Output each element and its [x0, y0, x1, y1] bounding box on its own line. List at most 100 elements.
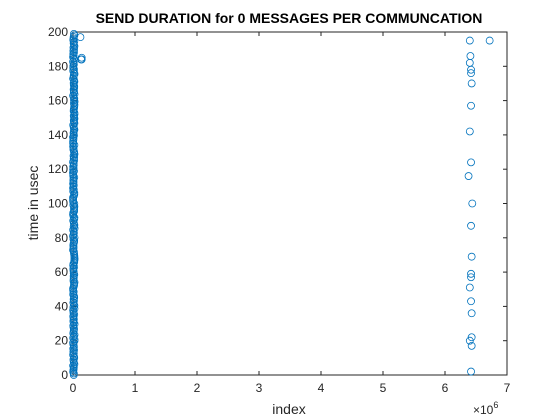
- data-point: [70, 173, 79, 182]
- data-point: [70, 188, 79, 197]
- data-point: [69, 259, 78, 268]
- data-point: [467, 297, 475, 306]
- data-point: [467, 309, 476, 318]
- data-point: [69, 111, 78, 120]
- data-point: [70, 304, 79, 313]
- data-point: [485, 36, 494, 45]
- data-point: [467, 101, 475, 110]
- data-point: [69, 312, 78, 321]
- data-point: [70, 292, 78, 301]
- x-axis-exponent: ×106: [473, 400, 498, 417]
- data-point: [70, 167, 78, 176]
- data-point: [465, 36, 474, 45]
- data-point: [467, 221, 475, 230]
- data-point: [69, 158, 77, 166]
- data-point: [76, 33, 85, 42]
- data-point: [70, 108, 79, 117]
- data-point: [69, 71, 78, 80]
- data-point: [467, 367, 475, 376]
- data-point: [467, 273, 475, 282]
- data-point: [70, 330, 79, 339]
- data-point: [69, 355, 78, 364]
- x-tick-label: 6: [442, 381, 449, 395]
- data-point: [467, 69, 475, 78]
- data-point: [69, 39, 78, 48]
- data-point: [467, 158, 475, 167]
- data-point: [77, 55, 85, 64]
- data-point: [77, 55, 86, 64]
- chart-title: SEND DURATION for 0 MESSAGES PER COMMUNC…: [96, 10, 483, 26]
- x-tick-label: 1: [132, 381, 139, 395]
- data-point: [69, 133, 77, 142]
- y-tick-label: 200: [48, 25, 68, 39]
- data-point: [69, 361, 78, 370]
- data-point: [70, 335, 79, 344]
- data-point: [70, 45, 79, 54]
- data-point: [69, 235, 78, 244]
- data-point: [69, 29, 78, 38]
- data-point: [69, 168, 77, 177]
- data-point: [69, 209, 78, 217]
- data-point: [465, 283, 474, 292]
- x-tick-label: 5: [380, 381, 387, 395]
- y-tick-label: 180: [48, 59, 68, 73]
- data-point: [466, 52, 475, 60]
- data-point: [69, 50, 78, 58]
- data-point: [69, 226, 78, 234]
- data-point: [69, 46, 78, 55]
- data-point: [69, 321, 78, 330]
- x-tick-label: 3: [256, 381, 263, 395]
- y-tick-label: 20: [55, 334, 69, 348]
- x-tick-label: 4: [318, 381, 325, 395]
- data-point: [70, 202, 79, 211]
- data-point: [69, 347, 78, 356]
- axes-box: [72, 31, 508, 376]
- data-point: [69, 303, 78, 311]
- x-tick-label: 2: [194, 381, 201, 395]
- y-tick-label: 120: [48, 162, 68, 176]
- data-point: [69, 306, 78, 315]
- data-point: [69, 91, 78, 100]
- data-point: [70, 76, 79, 85]
- data-point: [69, 57, 77, 66]
- data-point: [70, 346, 78, 355]
- data-point: [69, 151, 78, 160]
- data-point: [69, 201, 78, 210]
- data-point: [467, 65, 475, 74]
- y-tick-label: 100: [48, 197, 68, 211]
- x-axis-label: index: [272, 401, 305, 417]
- data-point: [467, 341, 476, 350]
- data-point: [70, 224, 79, 233]
- data-point: [464, 172, 473, 180]
- data-point: [70, 278, 79, 287]
- y-tick-label: 60: [55, 265, 69, 279]
- data-point: [69, 175, 78, 183]
- data-point: [69, 67, 78, 75]
- data-point: [468, 199, 477, 208]
- data-point: [70, 65, 78, 74]
- data-point: [70, 236, 79, 245]
- data-point: [69, 121, 78, 129]
- plot-area: 0 1 2 3 4 5 6 7 0 20 40 60 80 100 120 140 160 180 200 ×106: [48, 25, 511, 417]
- data-point: [69, 332, 78, 341]
- y-axis-label: time in usec: [25, 166, 41, 241]
- data-point: [69, 79, 78, 88]
- x-tick-label: 7: [504, 381, 511, 395]
- data-point: [467, 252, 476, 261]
- data-point: [70, 68, 78, 77]
- data-point: [70, 263, 79, 271]
- data-point: [70, 352, 78, 361]
- x-tick-label: 0: [70, 381, 77, 395]
- y-tick-label: 80: [55, 231, 69, 245]
- data-point: [69, 142, 78, 151]
- data-point: [465, 127, 474, 136]
- data-point: [69, 99, 78, 108]
- data-point: [70, 233, 79, 242]
- data-point: [465, 336, 474, 345]
- data-point: [70, 37, 79, 46]
- data-point: [467, 79, 476, 88]
- y-tick-label: 140: [48, 128, 68, 142]
- y-tick-label: 160: [48, 94, 68, 108]
- data-point: [69, 43, 78, 52]
